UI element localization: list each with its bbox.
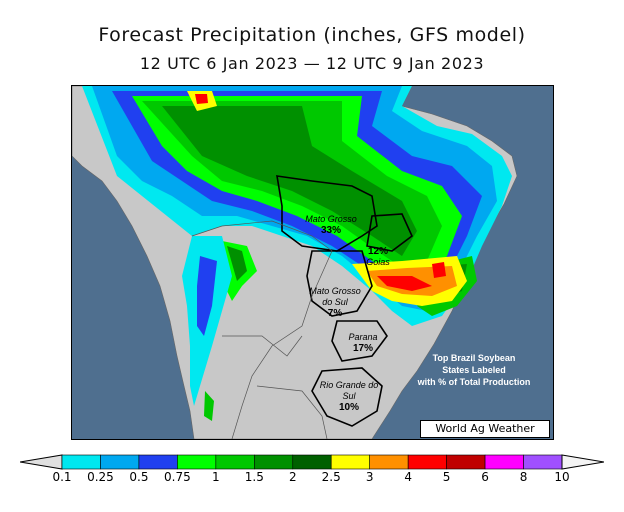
map-note: Top Brazil Soybean States Labeled with %… bbox=[404, 352, 544, 388]
scale-tick-label: 0.5 bbox=[129, 470, 149, 484]
scale-swatch bbox=[407, 454, 447, 470]
state-name: Rio Grande do Sul bbox=[319, 380, 379, 401]
scale-swatch bbox=[177, 454, 217, 470]
scale-tick-label: 10 bbox=[554, 470, 570, 484]
state-name: Mato Grosso bbox=[305, 214, 357, 224]
scale-tick-label: 5 bbox=[442, 470, 451, 484]
scale-tick-label: 2 bbox=[288, 470, 297, 484]
state-label-goias: 12% Goias bbox=[356, 246, 400, 268]
scale-swatch bbox=[138, 454, 178, 470]
map-note-line: States Labeled bbox=[442, 365, 506, 375]
map-canvas bbox=[72, 86, 553, 439]
scale-swatch bbox=[330, 454, 370, 470]
state-label-rio-grande-do-sul: Rio Grande do Sul 10% bbox=[318, 380, 380, 413]
scale-swatch bbox=[254, 454, 294, 470]
scale-swatch bbox=[100, 454, 140, 470]
scale-tick-label: 4 bbox=[404, 470, 412, 484]
scale-swatch bbox=[369, 454, 409, 470]
state-pct: 33% bbox=[320, 225, 341, 236]
state-pct: 10% bbox=[338, 402, 359, 413]
map-note-line: Top Brazil Soybean bbox=[432, 353, 516, 363]
scale-arrow-low bbox=[20, 454, 63, 470]
scale-swatch bbox=[446, 454, 486, 470]
precip-overlay bbox=[82, 86, 512, 421]
precipitation-map: Mato Grosso 33% 12% Goias Mato Grosso do… bbox=[71, 85, 554, 440]
map-note-line: with % of Total Production bbox=[417, 377, 531, 387]
map-subtitle: 12 UTC 6 Jan 2023 — 12 UTC 9 Jan 2023 bbox=[139, 54, 485, 73]
state-label-mato-grosso-do-sul: Mato Grosso do Sul 7% bbox=[304, 286, 366, 319]
scale-arrow-high bbox=[561, 454, 604, 470]
state-label-mato-grosso: Mato Grosso 33% bbox=[296, 214, 366, 236]
scale-swatch bbox=[61, 454, 101, 470]
scale-tick-label: 0.75 bbox=[164, 470, 191, 484]
scale-swatch bbox=[523, 454, 563, 470]
scale-tick-label: 0.1 bbox=[52, 470, 72, 484]
state-name: Parana bbox=[348, 332, 378, 342]
scale-tick-label: 1 bbox=[212, 470, 220, 484]
color-scale-bar bbox=[20, 454, 604, 470]
map-title: Forecast Precipitation (inches, GFS mode… bbox=[98, 24, 526, 46]
scale-tick-label: 8 bbox=[519, 470, 528, 484]
state-pct: 17% bbox=[352, 343, 373, 354]
state-pct: 7% bbox=[327, 308, 343, 319]
state-name: Goias bbox=[366, 257, 390, 267]
scale-tick-label: 0.25 bbox=[87, 470, 114, 484]
scale-tick-label: 6 bbox=[481, 470, 489, 484]
credit-label: World Ag Weather bbox=[420, 420, 550, 438]
country-borders bbox=[191, 220, 333, 439]
scale-tick-label: 1.5 bbox=[244, 470, 264, 484]
scale-swatch bbox=[484, 454, 524, 470]
scale-swatch bbox=[292, 454, 332, 470]
scale-swatch bbox=[215, 454, 255, 470]
state-pct: 12% bbox=[367, 246, 388, 257]
state-borders bbox=[276, 175, 413, 427]
state-name: Mato Grosso do Sul bbox=[309, 286, 361, 307]
scale-tick-label: 3 bbox=[365, 470, 374, 484]
state-label-parana: Parana 17% bbox=[339, 332, 387, 354]
scale-tick-label: 2.5 bbox=[321, 470, 341, 484]
